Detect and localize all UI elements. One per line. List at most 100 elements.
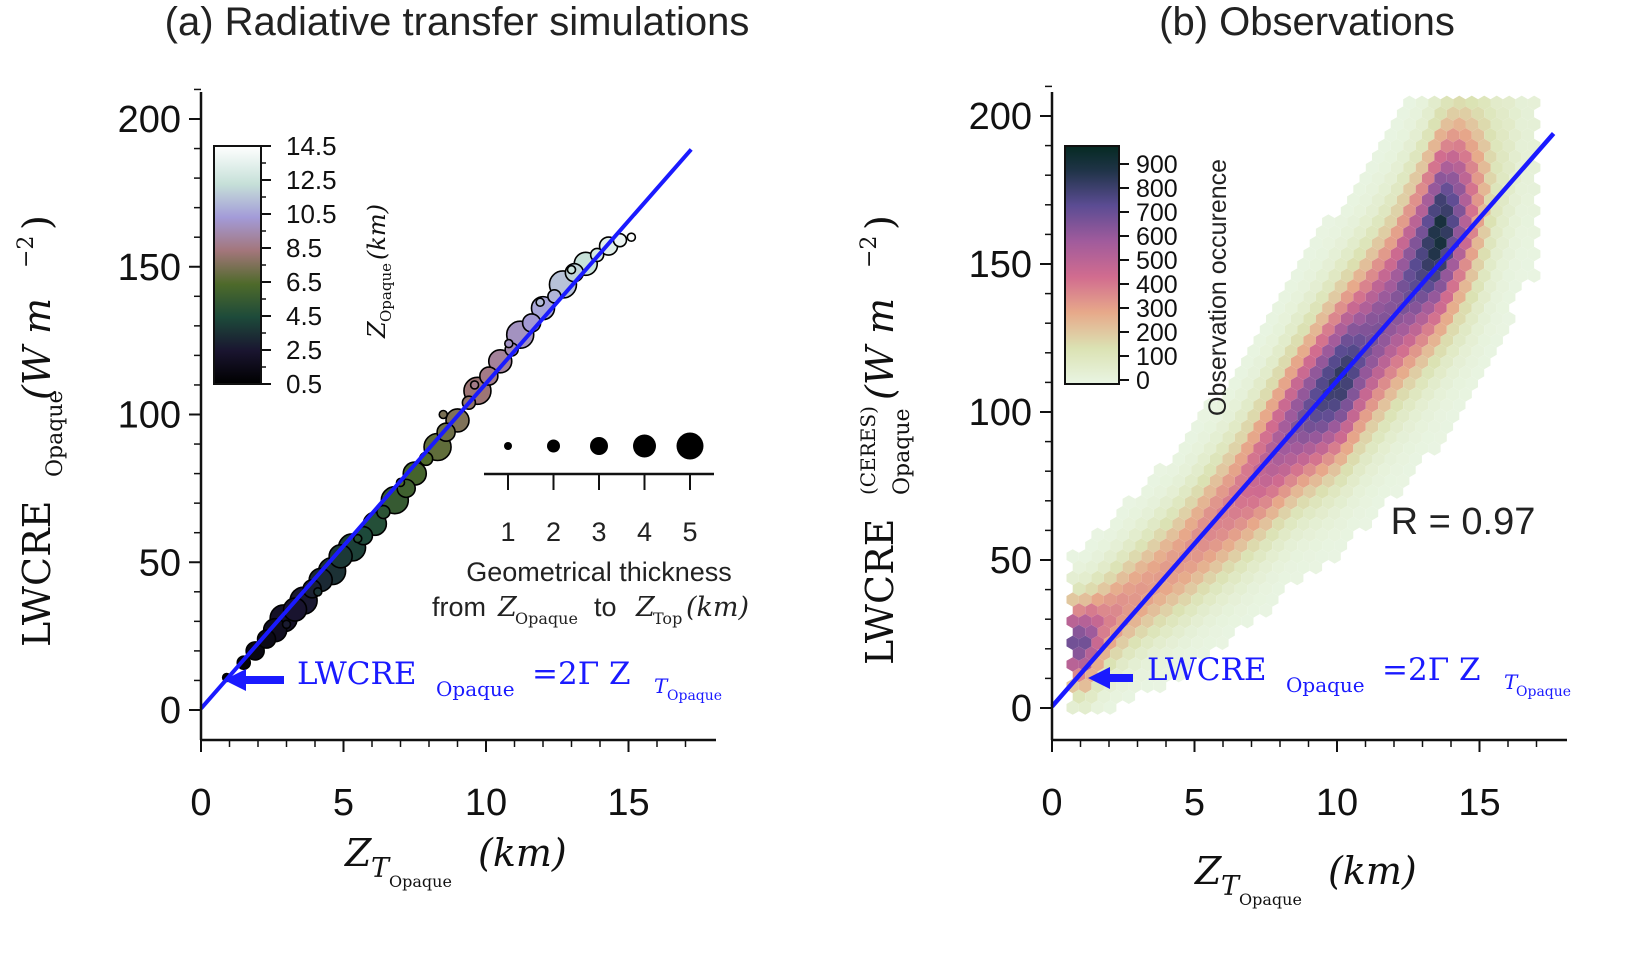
hexbin-cell xyxy=(1527,160,1541,175)
hexbin-cell xyxy=(1340,268,1354,283)
hexbin-cell xyxy=(1259,344,1273,359)
hexbin-cell xyxy=(1490,311,1503,326)
panel-b-fit-line xyxy=(1050,131,1556,709)
hexbin-cell xyxy=(1496,171,1510,186)
hexbin-cell xyxy=(1359,279,1372,294)
hexbin-cell xyxy=(1172,452,1185,467)
hexbin-cell xyxy=(1160,473,1173,488)
hexbin-cell xyxy=(1428,95,1441,110)
hexbin-cell xyxy=(1428,419,1441,434)
hexbin-cell xyxy=(1315,462,1329,478)
size-legend-dot xyxy=(633,434,656,458)
hexbin-cell xyxy=(1384,300,1397,316)
hexbin-cell xyxy=(1290,290,1304,305)
hexbin-cell xyxy=(1365,419,1379,434)
legend-from: from xyxy=(432,592,486,622)
hexbin-cell xyxy=(1415,354,1429,370)
hexbin-cell xyxy=(1484,279,1497,294)
hexbin-cell xyxy=(1197,495,1210,510)
hexbin-cell xyxy=(1078,678,1092,694)
hexbin-cell xyxy=(1066,614,1079,629)
hexbin-cell xyxy=(1478,268,1491,283)
hexbin-cell xyxy=(1440,376,1454,391)
hexbin-cell xyxy=(1334,236,1348,251)
hexbin-cell xyxy=(1135,668,1148,683)
hexbin-cell xyxy=(1459,387,1472,402)
hexbin-cell xyxy=(1384,214,1397,229)
hexbin-cell xyxy=(1184,646,1198,661)
hexbin-cell xyxy=(1122,516,1136,532)
hexbin-cell xyxy=(1365,225,1379,240)
hexbin-cell xyxy=(1434,430,1447,445)
hexbin-cell xyxy=(1515,95,1528,110)
hexbin-cell xyxy=(1253,549,1266,564)
hexbin-cell xyxy=(1197,624,1210,640)
hexbin-cell xyxy=(1421,149,1435,164)
hexbin-cell xyxy=(1297,300,1310,316)
annotation-lhs-sub: Opaque xyxy=(1286,673,1365,697)
hexbin-cell xyxy=(1509,236,1522,251)
hexbin-cell xyxy=(1097,689,1111,704)
hexbin-cell xyxy=(1072,646,1086,661)
y-label-base: LWCRE xyxy=(858,519,902,665)
hexbin-cell xyxy=(1453,182,1466,197)
hexbin-cell xyxy=(1110,603,1123,618)
hexbin-cell xyxy=(1421,171,1435,186)
hexbin-cell xyxy=(1184,452,1198,467)
hexbin-cell xyxy=(1172,516,1185,532)
hexbin-cell xyxy=(1147,603,1160,618)
hexbin-cell xyxy=(1396,322,1410,337)
hexbin-cell xyxy=(1428,441,1441,456)
hexbin-cell xyxy=(1228,592,1242,607)
hexbin-cell xyxy=(1128,635,1142,650)
hexbin-cell xyxy=(1453,117,1466,132)
hexbin-cell xyxy=(1403,398,1416,413)
hexbin-cell xyxy=(1303,290,1316,305)
hexbin-cell xyxy=(1353,203,1366,218)
hexbin-cell xyxy=(1160,581,1173,596)
hexbin-cell xyxy=(1390,290,1404,305)
hexbin-cell xyxy=(1178,614,1192,629)
hexbin-cell xyxy=(1141,506,1154,521)
hexbin-cell xyxy=(1378,462,1391,478)
hexbin-cell xyxy=(1415,160,1429,175)
hexbin-cell xyxy=(1372,171,1385,186)
hexbin-cell xyxy=(1378,225,1391,240)
hexbin-cell xyxy=(1378,484,1391,499)
hexbin-cell xyxy=(1272,322,1285,337)
hexbin-cell xyxy=(1353,398,1366,413)
hexbin-cell xyxy=(1122,581,1136,596)
hexbin-cell xyxy=(1097,538,1111,553)
hexbin-cell xyxy=(1434,171,1447,186)
hexbin-cell xyxy=(1222,473,1235,488)
hexbin-cell xyxy=(1322,300,1335,316)
hexbin-cell xyxy=(1527,246,1541,262)
scatter-point xyxy=(438,409,449,420)
hexbin-cell xyxy=(1365,182,1379,197)
colorbar-tick-label: 500 xyxy=(1136,247,1178,275)
legend-to: to xyxy=(594,592,617,622)
hexbin-cell xyxy=(1160,538,1173,553)
hexbin-cell xyxy=(1066,592,1079,607)
hexbin-cell xyxy=(1191,441,1204,456)
hexbin-cell xyxy=(1284,473,1298,488)
hexbin-cell xyxy=(1396,279,1410,294)
legend-z1: Z xyxy=(497,592,518,623)
hexbin-cell xyxy=(1328,462,1341,478)
hexbin-cell xyxy=(1322,473,1335,488)
hexbin-cell xyxy=(1197,560,1210,575)
hexbin-cell xyxy=(1209,560,1223,575)
hexbin-cell xyxy=(1409,106,1422,121)
hexbin-cell xyxy=(1222,538,1235,553)
hexbin-cell xyxy=(1428,246,1441,262)
hexbin-cell xyxy=(1459,322,1472,337)
hexbin-cell xyxy=(1527,268,1541,283)
hexbin-cell xyxy=(1266,333,1279,348)
hexbin-cell xyxy=(1515,225,1528,240)
hexbin-cell xyxy=(1315,376,1329,391)
hexbin-cell xyxy=(1328,527,1341,542)
hexbin-cell xyxy=(1284,516,1298,532)
hexbin-cell xyxy=(1322,365,1335,380)
hexbin-cell xyxy=(1166,506,1179,521)
